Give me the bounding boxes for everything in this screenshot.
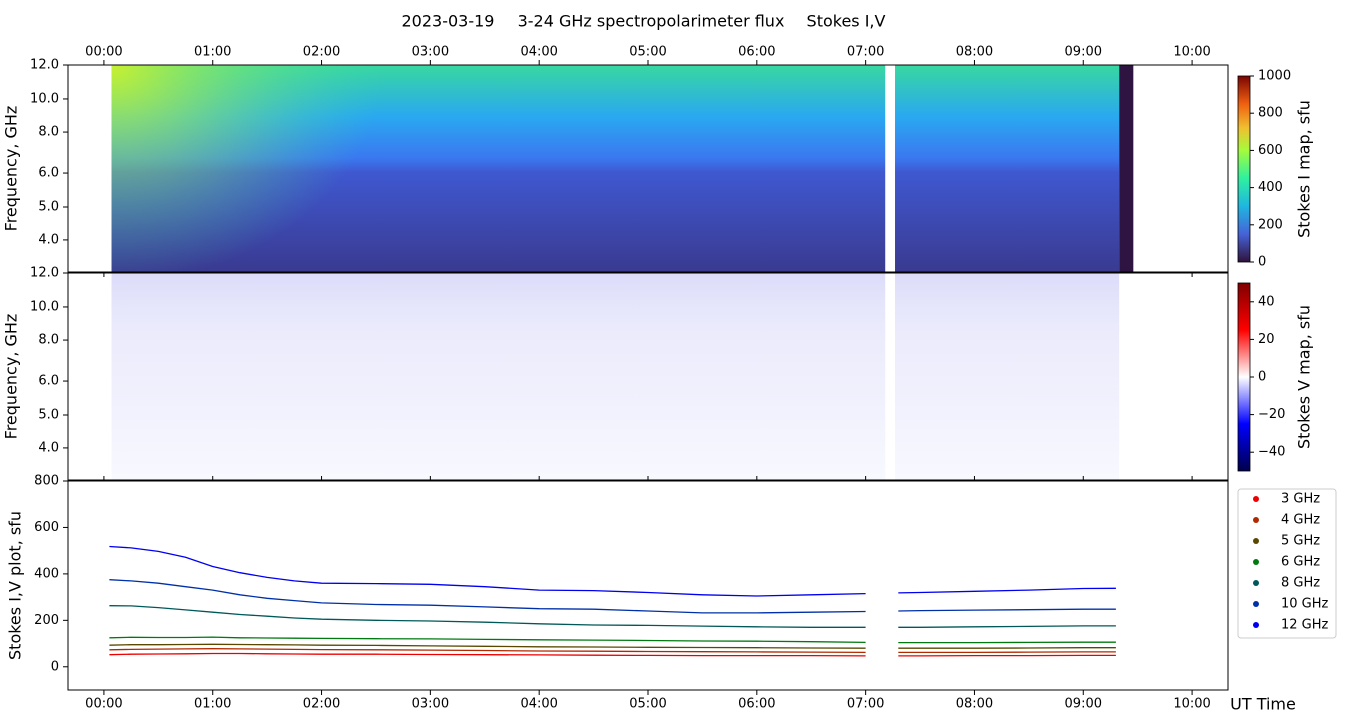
series-line: [109, 545, 1116, 597]
y-tick-label: 600: [34, 520, 59, 535]
colorbar-label: Stokes I map, sfu: [1295, 100, 1314, 238]
x-tick-label: 04:00: [520, 697, 557, 712]
x-tick-label: 01:00: [194, 697, 231, 712]
x-tick-label: 03:00: [412, 45, 449, 60]
y-tick-label: 6.0: [38, 374, 59, 389]
y-tick-label: 8.0: [38, 333, 59, 348]
x-tick-label: 05:00: [629, 697, 666, 712]
colorbar-tick-label: 200: [1258, 217, 1283, 232]
series-line: [109, 643, 1116, 649]
y-tick-label: 5.0: [38, 200, 59, 215]
legend-marker: [1253, 538, 1259, 544]
colorbar-tick-label: 0: [1258, 370, 1266, 385]
colorbar-tick-label: −40: [1258, 445, 1285, 460]
y-tick-label: 5.0: [38, 408, 59, 423]
x-tick-label: 08:00: [956, 697, 993, 712]
colorbar: [1237, 282, 1251, 472]
colorbar-tick-label: 800: [1258, 106, 1283, 121]
y-axis-label: Stokes I,V plot, sfu: [6, 511, 25, 660]
x-tick-label: 09:00: [1065, 45, 1102, 60]
spectrogram-end: [1119, 65, 1134, 272]
y-tick-label: 400: [34, 566, 59, 581]
title-stokes: Stokes I,V: [807, 12, 886, 31]
y-axis-label: Frequency, GHz: [2, 314, 21, 440]
title-description: 3-24 GHz spectropolarimeter flux: [518, 12, 785, 31]
spectrogram: [895, 273, 1120, 480]
x-tick-label: 02:00: [303, 45, 340, 60]
legend-label: 8 GHz: [1281, 576, 1320, 591]
y-tick-label: 10.0: [30, 91, 59, 106]
x-tick-label: 05:00: [629, 45, 666, 60]
series-line: [109, 605, 1116, 628]
series-line: [109, 648, 1116, 654]
x-tick-label: 09:00: [1065, 697, 1102, 712]
y-tick-label: 200: [34, 613, 59, 628]
y-tick-label: 12.0: [30, 58, 59, 73]
spectrogram: [895, 65, 1120, 272]
x-tick-label: 06:00: [738, 45, 775, 60]
y-tick-label: 4.0: [38, 440, 59, 455]
legend-label: 4 GHz: [1281, 513, 1320, 528]
x-tick-label: 01:00: [194, 45, 231, 60]
x-tick-label: 07:00: [847, 45, 884, 60]
colorbar-tick-label: 1000: [1258, 69, 1291, 84]
x-tick-label: 07:00: [847, 697, 884, 712]
colorbar-tick-label: −20: [1258, 407, 1285, 422]
x-tick-label: 06:00: [738, 697, 775, 712]
spectrogram-glow: [111, 65, 886, 272]
y-tick-label: 0: [51, 659, 59, 674]
y-tick-label: 8.0: [38, 125, 59, 140]
x-tick-label: 03:00: [412, 697, 449, 712]
x-tick-label: 02:00: [303, 697, 340, 712]
x-axis-label: UT Time: [1230, 695, 1296, 714]
colorbar-tick-label: 20: [1258, 332, 1275, 347]
title-date: 2023-03-19: [402, 12, 495, 31]
series-line: [109, 652, 1116, 657]
legend-label: 3 GHz: [1281, 492, 1320, 507]
x-tick-label: 08:00: [956, 45, 993, 60]
legend-box: [1237, 488, 1337, 639]
colorbar-label: Stokes V map, sfu: [1295, 305, 1314, 449]
legend-marker: [1253, 580, 1259, 586]
panel-frame: [67, 480, 1229, 691]
series-line: [109, 579, 1116, 614]
y-tick-label: 800: [34, 474, 59, 489]
y-tick-label: 12.0: [30, 266, 59, 281]
legend-label: 6 GHz: [1281, 555, 1320, 570]
x-tick-label: 10:00: [1173, 697, 1210, 712]
y-tick-label: 10.0: [30, 299, 59, 314]
y-tick-label: 4.0: [38, 232, 59, 247]
colorbar: [1237, 75, 1251, 263]
legend-marker: [1253, 517, 1259, 523]
x-tick-label: 04:00: [520, 45, 557, 60]
legend-marker: [1253, 601, 1259, 607]
spectrogram: [111, 273, 886, 480]
colorbar-tick-label: 600: [1258, 143, 1283, 158]
x-tick-label: 10:00: [1173, 45, 1210, 60]
colorbar-tick-label: 400: [1258, 180, 1283, 195]
legend-label: 5 GHz: [1281, 534, 1320, 549]
series-line: [109, 636, 1116, 644]
colorbar-tick-label: 0: [1258, 255, 1266, 270]
legend-label: 10 GHz: [1281, 597, 1329, 612]
y-tick-label: 6.0: [38, 166, 59, 181]
y-axis-label: Frequency, GHz: [2, 106, 21, 232]
legend-marker: [1253, 559, 1259, 565]
x-tick-label: 00:00: [85, 697, 122, 712]
colorbar-tick-label: 40: [1258, 294, 1275, 309]
legend-marker: [1253, 496, 1259, 502]
legend-label: 12 GHz: [1281, 618, 1329, 633]
x-tick-label: 00:00: [85, 45, 122, 60]
legend-marker: [1253, 622, 1259, 628]
